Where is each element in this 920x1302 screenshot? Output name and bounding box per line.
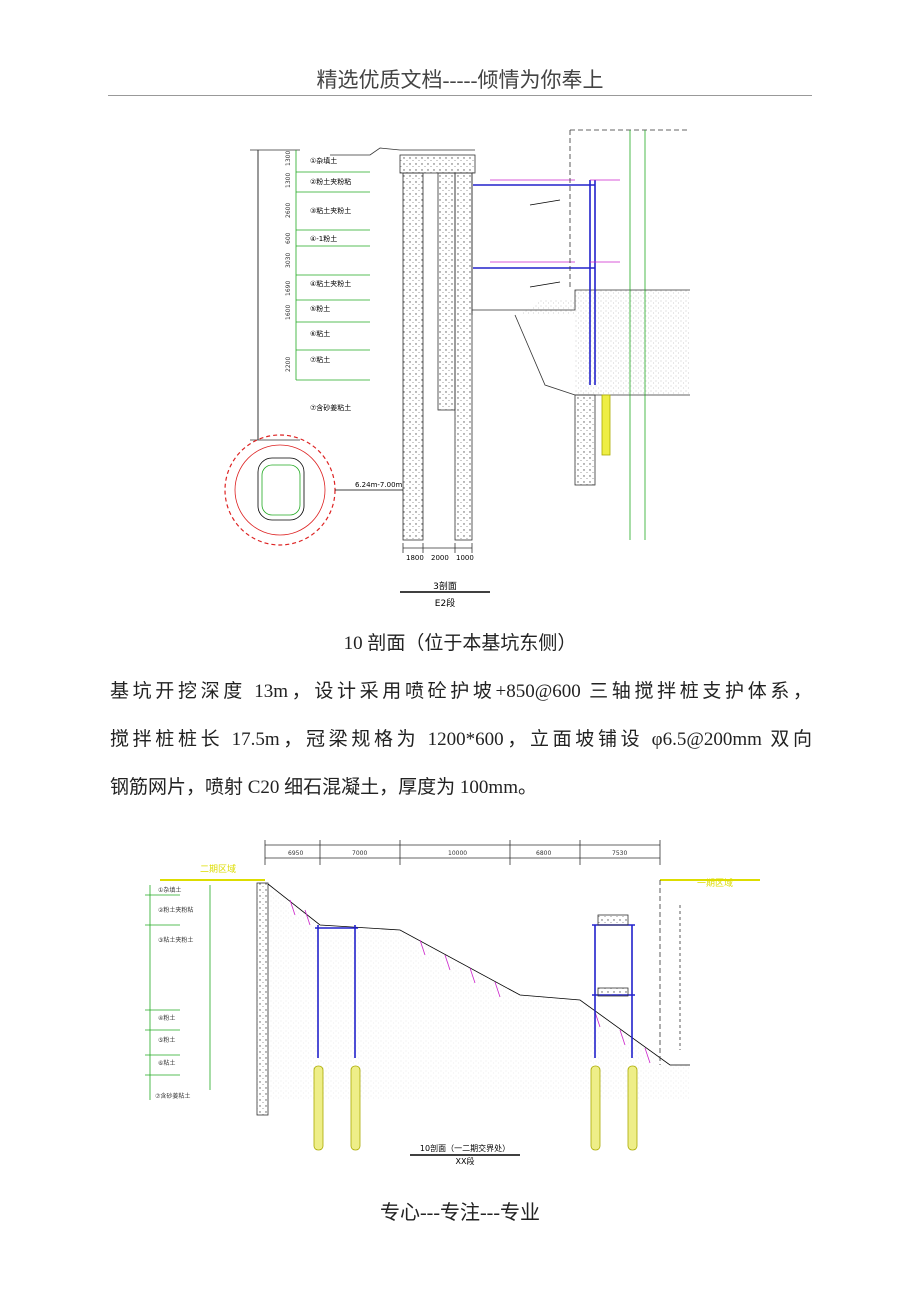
bottom-dim: 1000 (456, 554, 474, 562)
soil-layer: ④粉土 (158, 1014, 175, 1022)
top-dim: 6950 (288, 850, 303, 857)
soil-layer: ⑥粘土 (310, 329, 330, 338)
soil-layer: ③粘土夹粉土 (310, 206, 351, 215)
layer-thickness: 2200 (285, 357, 292, 372)
tunnel-depth: 6.24m-7.00m (355, 481, 403, 489)
soil-layer: ④粘土夹粉土 (310, 279, 351, 288)
figure-segment: XX段 (456, 1156, 475, 1166)
soil-layer: ①杂填土 (158, 886, 181, 894)
soil-layer: ⑦粘土 (310, 355, 330, 364)
figure2-drawing (145, 840, 760, 1156)
figure-caption: 10 剖面（位于本基坑东侧） (343, 633, 577, 654)
soil-layer: ①杂填土 (310, 156, 337, 165)
layer-thickness: 1600 (285, 305, 292, 320)
paragraph-line: 搅拌桩桩长 17.5m，冠梁规格为 1200*600，立面坡铺设 φ6.5@20… (110, 729, 812, 750)
layer-thickness: 2600 (285, 203, 292, 218)
soil-layer: ④-1粉土 (310, 234, 337, 243)
bottom-dim: 1800 (406, 554, 424, 562)
zone-label: 二期区域 (200, 863, 236, 875)
figure-segment: E2段 (435, 597, 455, 609)
bottom-dim: 2000 (431, 554, 449, 562)
footer-text: 专心---专注---专业 (380, 1202, 540, 1224)
soil-layer: ②粉土夹粉粘 (158, 906, 193, 914)
layer-thickness: 1300 (285, 151, 292, 166)
soil-layer: ⑤粉土 (310, 304, 330, 313)
soil-layer: ⑤粉土 (158, 1036, 175, 1044)
top-dim: 7530 (612, 850, 627, 857)
top-dim: 7000 (352, 850, 367, 857)
figure1-drawing (224, 129, 690, 593)
layer-thickness: 1300 (285, 173, 292, 188)
paragraph-line: 钢筋网片，喷射 C20 细石混凝土，厚度为 100mm。 (110, 777, 537, 798)
layer-thickness: 600 (285, 232, 292, 244)
figure-title: 3剖面 (433, 580, 457, 592)
layer-thickness: 1690 (285, 281, 292, 296)
header-rule (108, 95, 812, 96)
layer-thickness: 3030 (285, 253, 292, 268)
soil-layer: ⑦含砂姜粘土 (155, 1092, 190, 1100)
figure-title: 10剖面（一二期交界处） (420, 1143, 510, 1153)
header-title: 精选优质文档-----倾情为你奉上 (316, 68, 604, 92)
zone-label: 一期区域 (697, 877, 733, 889)
soil-layer: ②粉土夹粉粘 (310, 177, 351, 186)
soil-layer: ⑦含砂姜粘土 (310, 403, 351, 412)
soil-layer: ③粘土夹粉土 (158, 936, 193, 944)
top-dim: 10000 (448, 850, 467, 857)
paragraph-line: 基坑开挖深度 13m，设计采用喷砼护坡+850@600 三轴搅拌桩支护体系， (110, 681, 812, 702)
top-dim: 6800 (536, 850, 551, 857)
soil-layer: ⑥粘土 (158, 1059, 175, 1067)
